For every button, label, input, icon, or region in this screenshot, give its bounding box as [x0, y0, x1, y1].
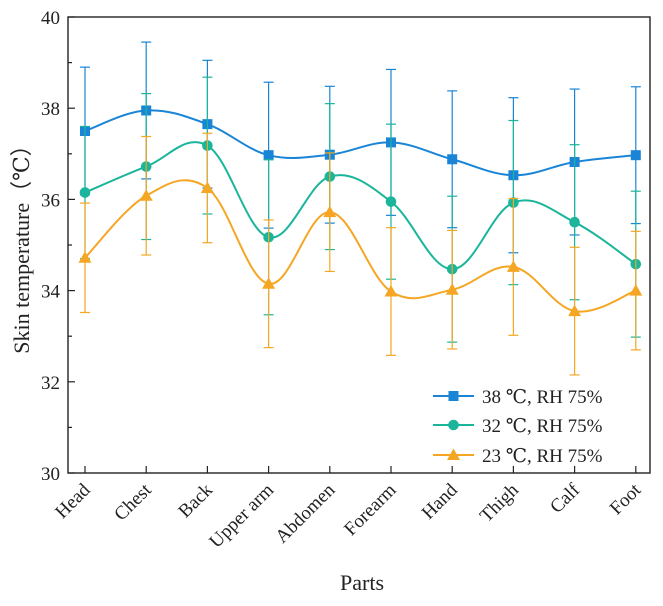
- data-point: [568, 304, 582, 317]
- data-point: [569, 216, 580, 228]
- data-point: [262, 277, 276, 289]
- y-tick-label: 34: [41, 282, 61, 303]
- data-point: [445, 283, 459, 295]
- x-tick-label: Thigh: [476, 479, 523, 526]
- x-tick-label: Foot: [606, 479, 646, 519]
- x-tick-label: Calf: [546, 479, 584, 517]
- data-point: [323, 205, 337, 218]
- x-tick-label: Back: [174, 479, 217, 522]
- x-tick-label: Forearm: [340, 480, 401, 541]
- y-tick-label: 38: [41, 99, 60, 120]
- x-tick-label: Upper arm: [205, 480, 278, 553]
- data-point: [385, 196, 397, 207]
- series-line: [84, 179, 637, 313]
- data-point: [384, 285, 398, 297]
- data-point: [630, 150, 641, 161]
- x-tick-label: Chest: [110, 479, 156, 525]
- data-point: [79, 187, 91, 198]
- legend-label: 38 ℃, RH 75%: [482, 387, 603, 408]
- series-line: [84, 141, 637, 271]
- y-tick-label: 32: [41, 373, 60, 394]
- y-tick-label: 30: [41, 464, 60, 485]
- data-point: [447, 154, 458, 165]
- legend-marker: [447, 448, 460, 460]
- data-point: [139, 189, 153, 201]
- legend-marker: [448, 391, 459, 401]
- legend-label: 23 ℃, RH 75%: [482, 446, 603, 467]
- data-point: [506, 260, 520, 272]
- y-axis-title: Skin temperature（℃）: [9, 134, 34, 354]
- data-point: [78, 251, 92, 263]
- x-axis-title: Parts: [340, 570, 384, 595]
- legend-marker: [448, 419, 459, 431]
- series-line: [84, 109, 636, 177]
- y-tick-label: 36: [41, 190, 60, 211]
- x-tick-label: Hand: [418, 479, 462, 523]
- x-tick-label: Head: [51, 479, 95, 523]
- legend-label: 32 ℃, RH 75%: [482, 416, 603, 437]
- y-tick-label: 40: [41, 8, 60, 29]
- x-tick-label: Abdomen: [271, 479, 339, 547]
- data-point: [629, 284, 643, 296]
- data-point: [200, 181, 214, 193]
- data-point: [263, 150, 274, 161]
